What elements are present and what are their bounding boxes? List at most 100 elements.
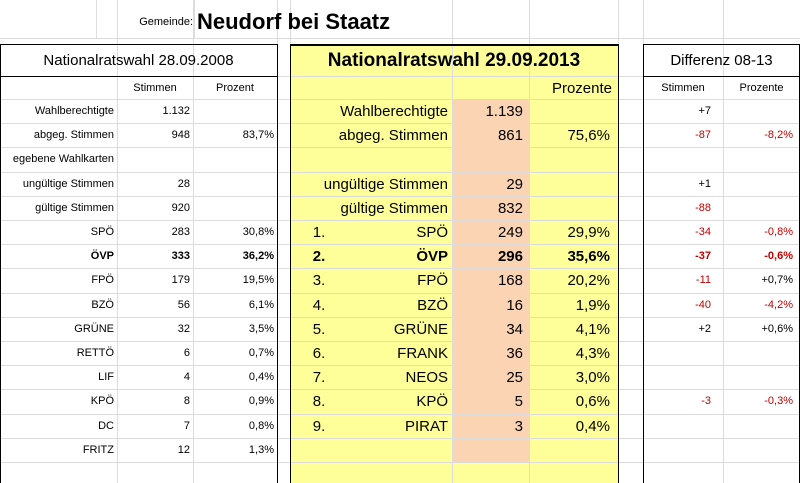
middle-row-prozent [529, 147, 618, 171]
middle-section-border-left [290, 44, 291, 483]
left-row-stimmen: 56 [177, 298, 190, 311]
gridline-col [723, 0, 724, 483]
right-row-stimmen: +2 [698, 322, 711, 335]
left-row-prozent: 0,8% [248, 419, 274, 432]
left-row-stimmen: 12 [177, 443, 190, 456]
gridline-row [0, 389, 800, 390]
middle-row-rank: 5. [312, 320, 326, 338]
middle-row-prozent [529, 196, 618, 220]
gridline-row [0, 462, 800, 463]
middle-stimmen-fill [452, 99, 529, 462]
left-row-label: GRÜNE [74, 322, 114, 335]
right-col-stimmen: Stimmen [661, 81, 705, 94]
gridline-row [0, 172, 800, 173]
left-row-prozent: 30,8% [242, 225, 274, 238]
gridline-row [0, 99, 800, 100]
middle-row-party: KPÖ [416, 392, 448, 410]
right-row-prozent: -0,6% [764, 249, 793, 262]
middle-row-rank: 3. [312, 271, 326, 289]
gridline-col [452, 0, 453, 483]
left-section-border-left [0, 44, 1, 483]
left-row-stimmen: 1.132 [162, 104, 190, 117]
middle-row-rank: 4. [312, 296, 326, 314]
gridline-row [0, 76, 800, 77]
middle-row-prozent: 20,2% [567, 271, 610, 289]
left-row-label: BZÖ [91, 298, 114, 311]
gridline-row [0, 365, 800, 366]
gridline-row [0, 438, 800, 439]
middle-row-party: PIRAT [404, 417, 448, 435]
gridline-col [117, 0, 118, 483]
middle-row-stimmen: 168 [497, 271, 523, 289]
gridline-row [0, 196, 800, 197]
middle-row-prozent: 29,9% [567, 223, 610, 241]
left-row-stimmen: 948 [171, 128, 190, 141]
left-row-stimmen: 28 [177, 177, 190, 190]
middle-row-rank: 2. [312, 247, 326, 265]
middle-title: Nationalratswahl 29.09.2013 [327, 50, 581, 71]
left-row-prozent: 1,3% [248, 443, 274, 456]
left-row-stimmen: 32 [177, 322, 190, 335]
middle-row-label [292, 438, 452, 462]
left-row-stimmen: 8 [183, 394, 190, 407]
right-row-prozent: +0,6% [761, 322, 794, 335]
left-row-label: Wahlberechtigte [34, 104, 114, 117]
left-row-prozent [193, 196, 277, 220]
middle-section-border-top-thick [290, 44, 619, 46]
left-row-prozent: 0,9% [248, 394, 274, 407]
middle-row-party: FPÖ [417, 271, 448, 289]
left-section-border-right [277, 44, 278, 483]
middle-row-stimmen: 25 [506, 368, 523, 386]
middle-row-stimmen: 861 [497, 126, 523, 144]
right-row-stimmen: -11 [695, 273, 711, 286]
right-row-prozent: -8,2% [764, 128, 793, 141]
middle-row-party: SPÖ [416, 223, 448, 241]
right-row-stimmen: -40 [695, 298, 711, 311]
right-row-prozent: -4,2% [764, 298, 793, 311]
middle-row-rank: 7. [312, 368, 326, 386]
gridline-col [194, 0, 195, 38]
middle-row-prozent: 35,6% [567, 247, 610, 265]
left-col-stimmen: Stimmen [133, 81, 177, 94]
middle-row-stimmen [452, 438, 529, 462]
middle-row-party: NEOS [405, 368, 448, 386]
right-row-prozent [723, 99, 797, 123]
right-section-header-divider [643, 76, 800, 77]
left-row-prozent: 83,7% [242, 128, 274, 141]
left-title: Nationalratswahl 28.09.2008 [43, 52, 234, 69]
right-section-border-left [643, 44, 644, 483]
middle-row-label: ungültige Stimmen [323, 175, 448, 193]
gridline-row [0, 317, 800, 318]
right-row-stimmen [643, 147, 715, 171]
right-row-stimmen [643, 438, 715, 462]
gridline-row [0, 123, 800, 124]
left-row-stimmen: 7 [183, 419, 190, 432]
middle-row-prozent [529, 438, 618, 462]
right-row-prozent: +0,7% [761, 273, 794, 286]
left-row-stimmen: 283 [171, 225, 190, 238]
left-row-prozent: 0,4% [248, 370, 274, 383]
right-row-stimmen [643, 365, 715, 389]
middle-row-prozent: 0,6% [575, 392, 610, 410]
middle-row-stimmen: 34 [506, 320, 523, 338]
right-row-prozent [723, 341, 797, 365]
middle-row-prozent: 75,6% [567, 126, 610, 144]
left-row-prozent [193, 99, 277, 123]
middle-row-stimmen: 832 [497, 199, 523, 217]
left-row-prozent: 0,7% [248, 346, 274, 359]
left-col-prozent: Prozent [216, 81, 254, 94]
middle-row-stimmen: 29 [506, 175, 523, 193]
gridline-col [193, 0, 194, 483]
left-row-prozent [193, 147, 277, 171]
gridline-row [0, 341, 800, 342]
right-row-stimmen [643, 341, 715, 365]
left-section-header-divider [0, 76, 278, 77]
gridline-row [0, 268, 800, 269]
middle-row-rank: 6. [312, 344, 326, 362]
middle-row-prozent [529, 99, 618, 123]
left-row-label: DC [98, 419, 114, 432]
left-row-label: egebene Wahlkarten [12, 152, 114, 165]
right-row-stimmen: -37 [695, 249, 711, 262]
left-row-stimmen: 179 [171, 273, 190, 286]
middle-row-party: FRANK [397, 344, 448, 362]
